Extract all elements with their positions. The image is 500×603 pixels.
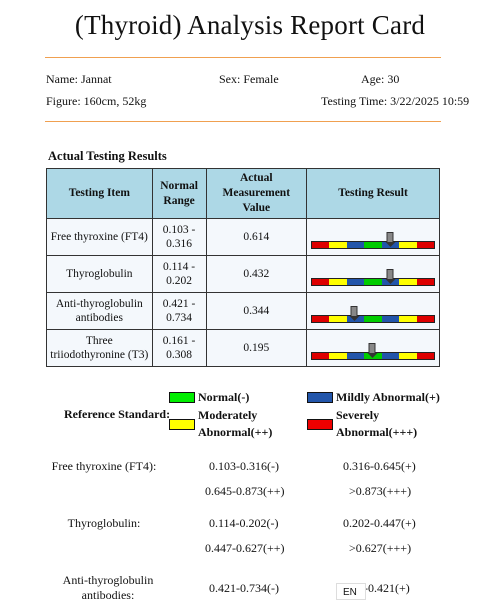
bar-segment	[312, 316, 330, 322]
standard-tg-normal: 0.114-0.202(-)	[209, 516, 279, 530]
bar-segment	[399, 316, 417, 322]
result-pointer-icon	[385, 232, 396, 247]
standard-ft4-severe: >0.873(+++)	[349, 484, 412, 498]
legend-moderate: Moderately Abnormal(++)	[169, 407, 279, 441]
legend-severe-label: Severely Abnormal(+++)	[336, 408, 418, 439]
result-pointer-icon	[367, 343, 378, 358]
cell-range: 0.161 - 0.308	[151, 329, 207, 367]
table-row: Free thyroxine (FT4) 0.103 - 0.316 0.614	[46, 218, 440, 256]
cell-testing-result	[306, 292, 440, 330]
cell-item: Three triiodothyronine (T3)	[46, 329, 153, 367]
bar-segment	[381, 353, 400, 359]
standard-ft4-mild: 0.316-0.645(+)	[343, 459, 416, 473]
standard-name-ft4: Free thyroxine (FT4):	[51, 459, 157, 473]
bar-segment	[381, 316, 400, 322]
table-row: Three triiodothyronine (T3) 0.161 - 0.308…	[46, 329, 440, 367]
result-indicator-bar	[311, 269, 436, 286]
legend-moderate-label: Moderately Abnormal(++)	[198, 408, 273, 439]
legend-normal-label: Normal(-)	[198, 390, 250, 404]
legend-mild-label: Mildly Abnormal(+)	[336, 390, 440, 404]
standard-antitg-normal: 0.421-0.734(-)	[209, 581, 279, 595]
bar-segment	[346, 242, 365, 248]
cell-testing-result	[306, 329, 440, 367]
section-title: Actual Testing Results	[48, 149, 167, 163]
legend-mild: Mildly Abnormal(+)	[307, 389, 440, 406]
legend-normal: Normal(-)	[169, 389, 249, 406]
bar-segment	[346, 353, 365, 359]
bar-segment	[416, 242, 434, 248]
cell-item: Thyroglobulin	[46, 255, 153, 293]
standard-tg-mild: 0.202-0.447(+)	[343, 516, 416, 530]
standard-antitg-mild: 0-0.421(+)	[358, 581, 410, 595]
bar-segment	[364, 242, 382, 248]
results-header-row: Testing Item Normal Range Actual Measure…	[46, 168, 440, 219]
patient-sex: Sex: Female	[219, 72, 279, 86]
result-pointer-icon	[385, 269, 396, 284]
bar-segment	[346, 279, 365, 285]
bar-segment	[312, 279, 330, 285]
standard-ft4-moderate: 0.645-0.873(++)	[205, 484, 285, 498]
standard-name-antitg: Anti-thyroglobulin antibodies:	[62, 573, 154, 602]
result-indicator-bar	[311, 343, 436, 360]
bar-segment	[416, 353, 434, 359]
bar-segment	[416, 279, 434, 285]
bar-segment	[329, 353, 347, 359]
standard-ft4-normal: 0.103-0.316(-)	[209, 459, 279, 473]
results-table: Testing Item Normal Range Actual Measure…	[46, 168, 440, 367]
standard-tg-severe: >0.627(+++)	[349, 541, 412, 555]
patient-figure: Figure: 160cm, 52kg	[46, 94, 147, 108]
standard-name-tg: Thyroglobulin:	[67, 516, 141, 530]
info-divider	[45, 121, 441, 122]
cell-range: 0.114 - 0.202	[151, 255, 207, 293]
bar-segment	[329, 279, 347, 285]
legend-normal-swatch	[169, 392, 195, 403]
reference-standard-label: Reference Standard:	[64, 407, 171, 421]
legend-mild-swatch	[307, 392, 333, 403]
bar-segment	[364, 316, 382, 322]
header-normal-range: Normal Range	[151, 168, 207, 219]
result-indicator-bar	[311, 306, 436, 323]
cell-item: Anti-thyroglobulin antibodies	[46, 292, 153, 330]
bar-segment	[399, 279, 417, 285]
result-pointer-icon	[349, 306, 360, 321]
cell-testing-result	[306, 218, 440, 256]
cell-value: 0.432	[205, 255, 308, 293]
bar-segment	[399, 353, 417, 359]
table-row: Anti-thyroglobulin antibodies 0.421 - 0.7…	[46, 292, 440, 330]
patient-age: Age: 30	[361, 72, 400, 86]
standard-tg-moderate: 0.447-0.627(++)	[205, 541, 285, 555]
report-title: (Thyroid) Analysis Report Card	[74, 10, 426, 40]
bar-segment	[312, 353, 330, 359]
header-testing-item: Testing Item	[46, 168, 153, 219]
header-actual-value: Actual Measurement Value	[205, 168, 308, 219]
cell-value: 0.195	[205, 329, 308, 367]
result-indicator-bar	[311, 232, 436, 249]
bar-segment	[416, 316, 434, 322]
title-divider	[45, 57, 441, 58]
cell-value: 0.614	[205, 218, 308, 256]
bar-segment	[329, 316, 347, 322]
language-indicator[interactable]: EN	[336, 583, 366, 600]
bar-segment	[399, 242, 417, 248]
cell-range: 0.421 - 0.734	[151, 292, 207, 330]
cell-range: 0.103 - 0.316	[151, 218, 207, 256]
cell-value: 0.344	[205, 292, 308, 330]
cell-item: Free thyroxine (FT4)	[46, 218, 153, 256]
legend-severe: Severely Abnormal(+++)	[307, 407, 417, 441]
bar-segment	[364, 279, 382, 285]
header-testing-result: Testing Result	[306, 168, 440, 219]
legend-moderate-swatch	[169, 419, 195, 430]
cell-testing-result	[306, 255, 440, 293]
table-row: Thyroglobulin 0.114 - 0.202 0.432	[46, 255, 440, 293]
patient-name: Name: Jannat	[46, 72, 112, 86]
legend-severe-swatch	[307, 419, 333, 430]
bar-segment	[312, 242, 330, 248]
testing-time: Testing Time: 3/22/2025 10:59	[321, 94, 470, 108]
bar-segment	[329, 242, 347, 248]
